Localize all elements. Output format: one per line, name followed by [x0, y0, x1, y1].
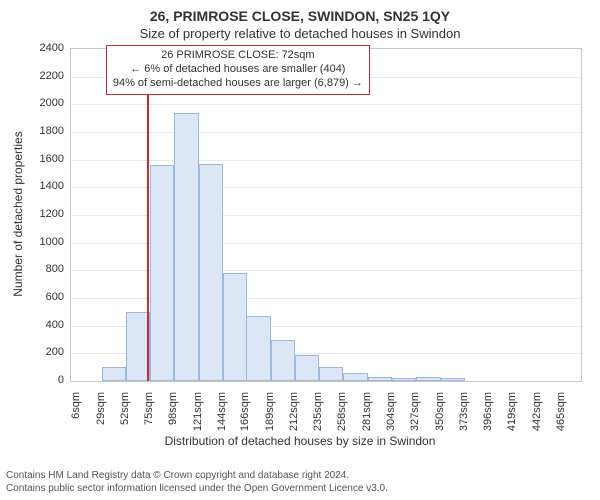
x-tick-label: 235sqm	[312, 392, 324, 431]
reference-line	[147, 49, 149, 381]
histogram-bar	[319, 367, 343, 381]
y-tick-label: 800	[0, 263, 64, 275]
y-tick-label: 600	[0, 291, 64, 303]
histogram-bar	[199, 164, 223, 381]
x-tick-label: 212sqm	[288, 392, 300, 431]
histogram-bar	[368, 377, 392, 381]
annotation-line-2: 94% of semi-detached houses are larger (…	[113, 77, 363, 91]
x-tick-label: 419sqm	[506, 392, 518, 431]
histogram-bar	[223, 273, 247, 381]
histogram-bar	[271, 340, 295, 382]
histogram-bar	[392, 378, 416, 381]
x-tick-label: 144sqm	[216, 392, 228, 431]
x-tick-label: 281sqm	[361, 392, 373, 431]
histogram-bar	[246, 316, 270, 381]
x-tick-label: 258sqm	[336, 392, 348, 431]
annotation-box: 26 PRIMROSE CLOSE: 72sqm← 6% of detached…	[106, 45, 370, 94]
y-tick-label: 1800	[0, 125, 64, 137]
x-tick-label: 304sqm	[385, 392, 397, 431]
y-tick-label: 400	[0, 319, 64, 331]
y-tick-label: 1400	[0, 180, 64, 192]
x-tick-label: 75sqm	[143, 392, 155, 425]
x-tick-label: 52sqm	[119, 392, 131, 425]
y-tick-label: 2400	[0, 42, 64, 54]
x-tick-label: 327sqm	[409, 392, 421, 431]
histogram-bar	[102, 367, 126, 381]
x-tick-label: 396sqm	[482, 392, 494, 431]
page-title: 26, PRIMROSE CLOSE, SWINDON, SN25 1QY	[0, 8, 600, 24]
histogram-bar	[174, 113, 198, 381]
x-tick-label: 166sqm	[239, 392, 251, 431]
x-tick-label: 121sqm	[192, 392, 204, 431]
footer-line-2: Contains public sector information licen…	[6, 483, 388, 496]
y-tick-label: 2200	[0, 70, 64, 82]
x-tick-label: 465sqm	[555, 392, 567, 431]
subtitle: Size of property relative to detached ho…	[0, 26, 600, 41]
histogram-bar	[150, 165, 174, 381]
y-tick-label: 1000	[0, 236, 64, 248]
histogram-bar	[343, 373, 367, 381]
y-tick-label: 1200	[0, 208, 64, 220]
footer-line-1: Contains HM Land Registry data © Crown c…	[6, 470, 349, 483]
x-axis-label: Distribution of detached houses by size …	[0, 434, 600, 448]
x-tick-label: 189sqm	[264, 392, 276, 431]
x-tick-label: 442sqm	[531, 392, 543, 431]
annotation-line-1: ← 6% of detached houses are smaller (404…	[113, 63, 363, 77]
x-tick-label: 350sqm	[434, 392, 446, 431]
y-tick-label: 0	[0, 374, 64, 386]
x-tick-label: 373sqm	[458, 392, 470, 431]
histogram-bar	[416, 377, 440, 381]
x-tick-label: 29sqm	[95, 392, 107, 425]
histogram-bar	[295, 355, 319, 381]
y-tick-label: 200	[0, 346, 64, 358]
annotation-line-0: 26 PRIMROSE CLOSE: 72sqm	[113, 49, 363, 63]
x-tick-label: 6sqm	[70, 392, 82, 419]
histogram-plot: 26 PRIMROSE CLOSE: 72sqm← 6% of detached…	[70, 48, 582, 382]
histogram-bar	[441, 378, 465, 381]
x-tick-label: 98sqm	[167, 392, 179, 425]
y-tick-label: 2000	[0, 97, 64, 109]
y-tick-label: 1600	[0, 153, 64, 165]
